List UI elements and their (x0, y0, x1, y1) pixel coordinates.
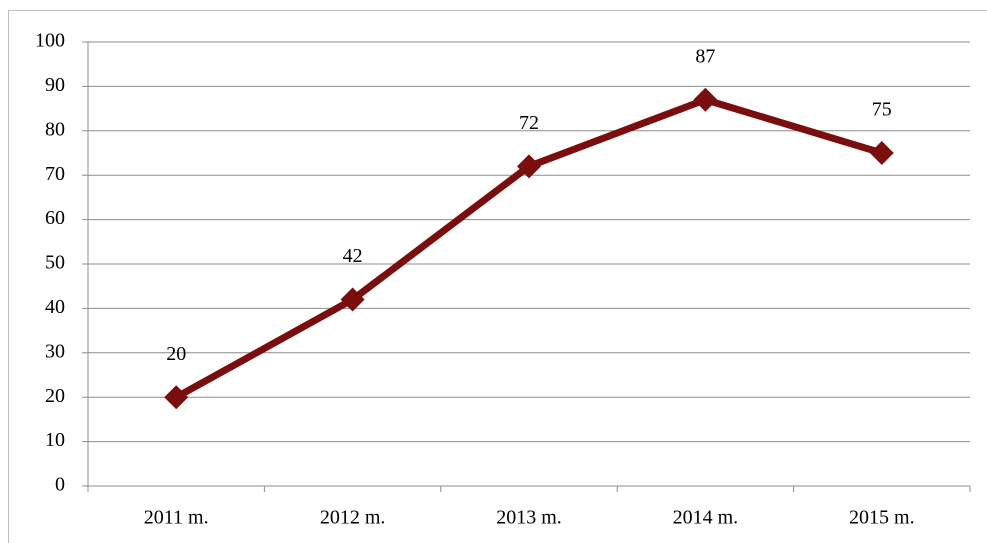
data-label: 42 (343, 245, 363, 267)
chart-frame (8, 10, 987, 543)
x-tick-label: 2015 m. (849, 507, 915, 529)
y-tick-label: 70 (45, 163, 65, 185)
x-tick-label: 2014 m. (673, 507, 739, 529)
marker (340, 287, 365, 312)
y-tick-label: 0 (55, 474, 65, 496)
x-tick-label: 2012 m. (320, 507, 386, 529)
y-tick-label: 60 (45, 207, 65, 229)
marker (693, 87, 718, 112)
y-tick-label: 50 (45, 252, 65, 274)
data-label: 72 (519, 112, 539, 134)
y-tick-label: 30 (45, 340, 65, 362)
data-label: 75 (872, 99, 892, 121)
marker (164, 385, 189, 410)
data-label: 87 (695, 45, 715, 67)
y-tick-label: 10 (45, 429, 65, 451)
y-tick-label: 90 (45, 74, 65, 96)
y-tick-label: 20 (45, 385, 65, 407)
y-tick-label: 100 (35, 30, 65, 52)
marker (517, 154, 541, 179)
y-tick-label: 40 (45, 296, 65, 318)
data-label: 20 (166, 343, 186, 365)
x-tick-label: 2013 m. (496, 507, 562, 529)
x-tick-label: 2011 m. (144, 507, 209, 529)
y-tick-label: 80 (45, 118, 65, 140)
marker (869, 141, 894, 165)
